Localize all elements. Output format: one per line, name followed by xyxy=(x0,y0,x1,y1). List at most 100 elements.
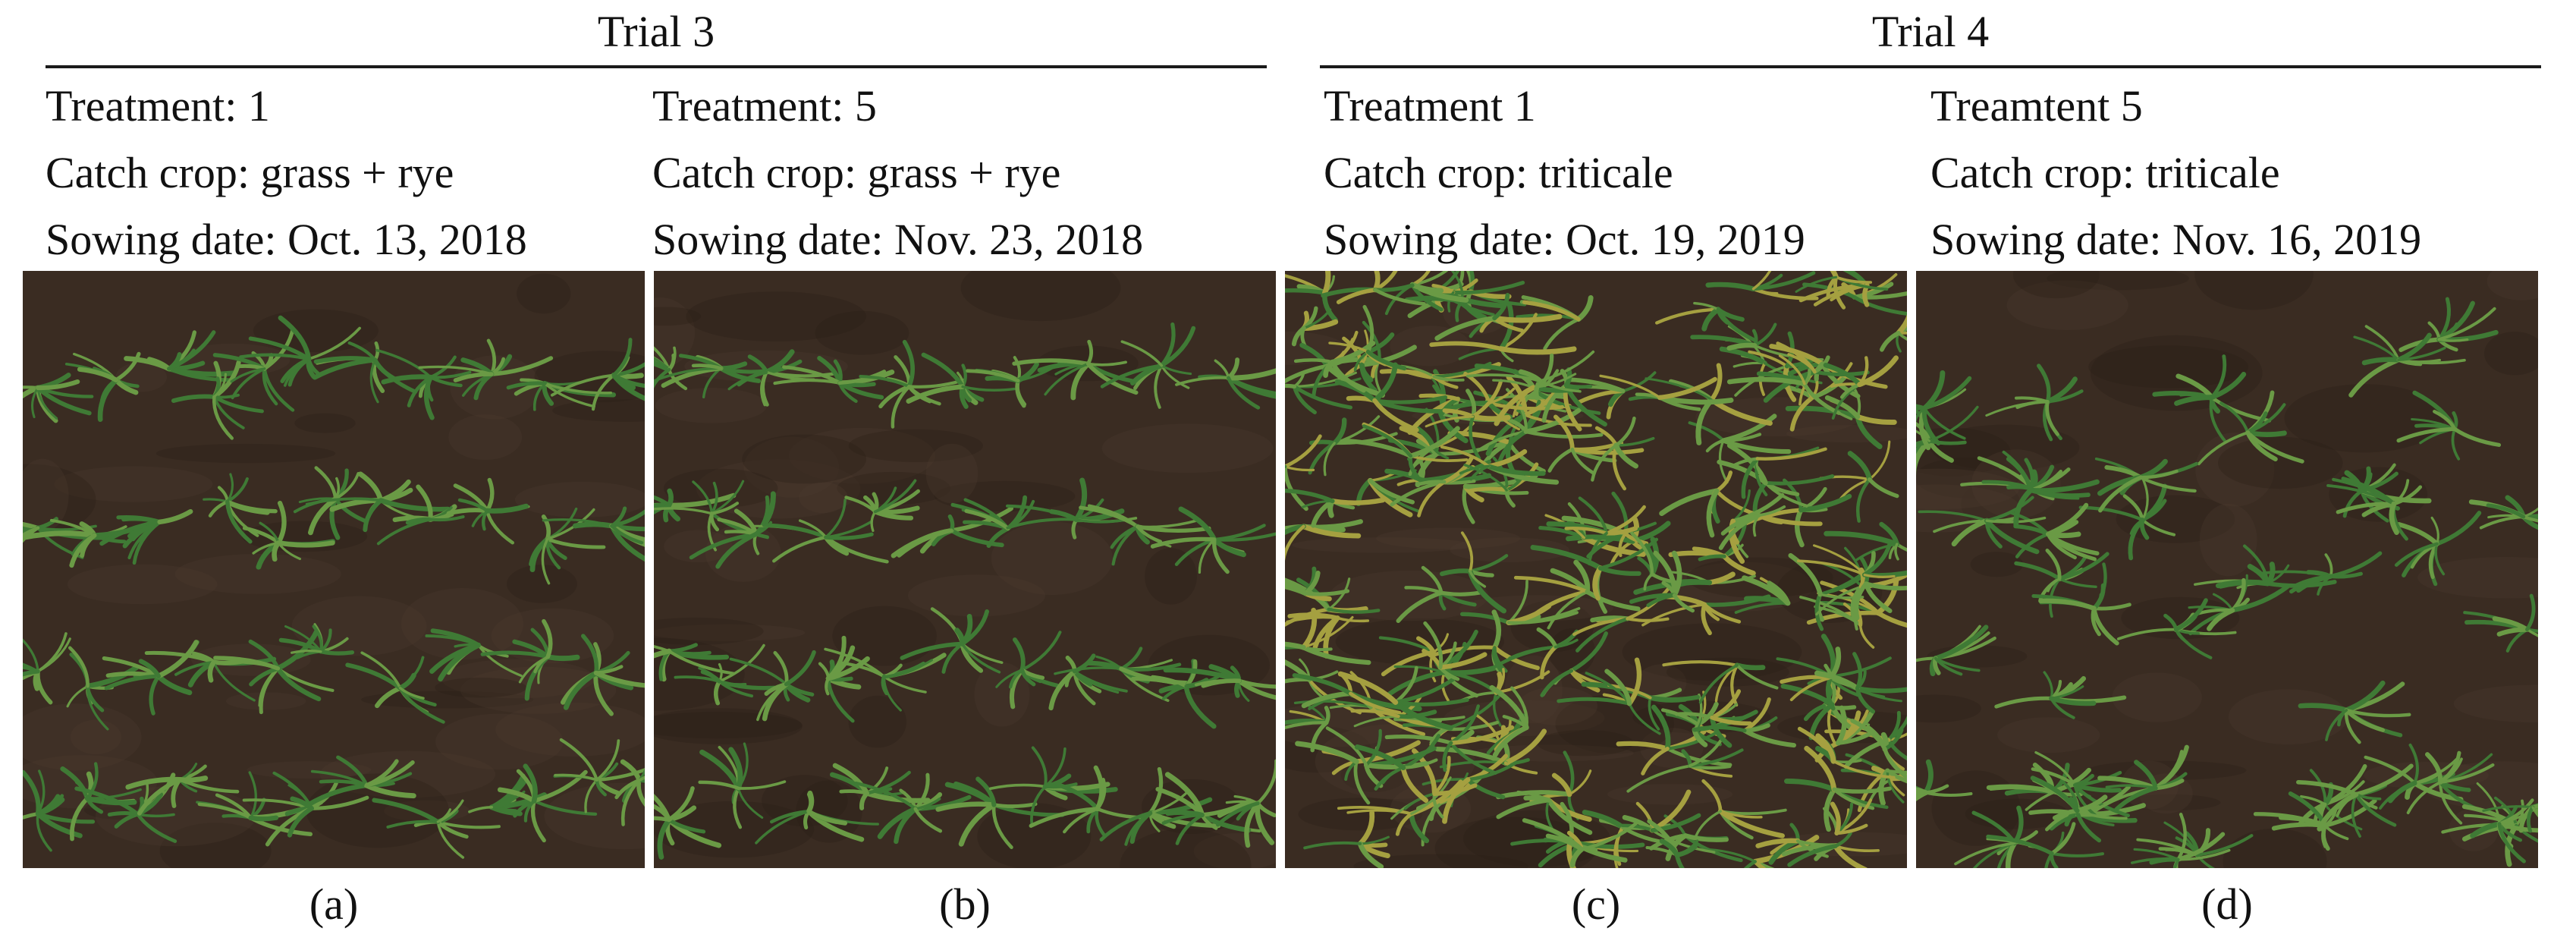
grass-blade xyxy=(2265,580,2337,588)
grass-blade xyxy=(666,488,674,508)
grass-blade xyxy=(1359,362,1378,393)
grass-blade xyxy=(1830,801,1841,836)
grass-blade xyxy=(654,507,713,515)
grass-blade xyxy=(1994,696,2053,709)
soil-patch xyxy=(1193,832,1276,868)
grass-blade xyxy=(541,537,551,585)
grass-blade xyxy=(1393,697,1469,706)
soil-patch xyxy=(2483,332,2538,376)
grass-blade xyxy=(1474,713,1501,744)
grass-blade xyxy=(2397,346,2446,362)
grass-blade xyxy=(772,535,828,563)
grass-tuft xyxy=(1916,370,1972,451)
grass-tuft xyxy=(755,790,879,845)
grass-blade xyxy=(654,503,671,515)
grass-blade xyxy=(66,684,90,708)
grass-blade xyxy=(2153,779,2185,791)
panel-b-caption: (b) xyxy=(939,879,991,929)
grass-blade xyxy=(826,676,855,723)
grass-blade xyxy=(136,812,177,843)
grass-tuft xyxy=(689,491,776,569)
grass-blade xyxy=(2486,503,2526,519)
grass-blade xyxy=(2497,822,2526,864)
grass-blade xyxy=(1693,694,1703,731)
grass-blade xyxy=(1020,631,1062,672)
grass-tuft xyxy=(1342,422,1469,480)
grass-blade xyxy=(1815,733,1836,764)
grass-blade xyxy=(2092,602,2131,611)
grass-tuft xyxy=(1785,383,1897,449)
grass-blade xyxy=(1748,350,1789,368)
grass-blade xyxy=(988,783,1047,791)
grass-blade xyxy=(283,357,311,387)
grass-blade xyxy=(1073,477,1088,523)
grass-blade xyxy=(1812,370,1870,376)
grass-blade xyxy=(364,760,415,788)
grass-blade xyxy=(2497,798,2534,826)
grass-blade xyxy=(1368,478,1415,505)
grass-blade xyxy=(1199,812,1252,833)
grass-blade xyxy=(1778,354,1806,385)
grass-tuft xyxy=(480,618,580,701)
grass-tuft xyxy=(900,607,1004,674)
grass-blade xyxy=(1120,340,1164,367)
grass-blade xyxy=(77,367,119,382)
grass-blade xyxy=(1878,768,1890,806)
grass-blade xyxy=(1463,484,1529,496)
grass-blade xyxy=(1659,838,1680,858)
grass-blade xyxy=(275,540,335,548)
grass-blade xyxy=(1365,349,1407,371)
grass-tuft xyxy=(2002,450,2100,528)
grass-blade xyxy=(2173,857,2180,868)
grass-blade xyxy=(23,530,97,541)
grass-blade xyxy=(1923,407,1966,440)
grass-tuft xyxy=(1557,657,1661,735)
grass-blade xyxy=(23,669,40,677)
grass-blade xyxy=(1823,363,1862,387)
grass-blade xyxy=(1292,384,1352,410)
grass-blade xyxy=(336,755,369,788)
grass-blade xyxy=(484,503,529,514)
grass-blade xyxy=(1301,607,1318,650)
grass-tuft xyxy=(2152,354,2272,443)
grass-blade xyxy=(1875,610,1907,628)
grass-tuft xyxy=(1384,271,1469,316)
grass-blade xyxy=(1432,783,1478,796)
grass-blade xyxy=(1815,585,1863,616)
grass-blade xyxy=(1752,514,1761,537)
grass-blade xyxy=(2325,709,2348,741)
grass-blade xyxy=(1079,505,1140,529)
grass-tuft xyxy=(935,776,1065,849)
grass-blade xyxy=(1579,821,1638,851)
grass-tuft xyxy=(64,351,141,423)
grass-blade xyxy=(1986,834,2054,856)
grass-blade xyxy=(1855,414,1897,425)
grass-blade xyxy=(1641,747,1670,776)
grass-tuft xyxy=(1655,301,1757,342)
grass-blade xyxy=(715,531,759,569)
soil-patch xyxy=(655,388,768,423)
grass-blade xyxy=(2336,502,2396,514)
grass-blade xyxy=(1883,728,1904,751)
grass-blade xyxy=(2014,561,2062,581)
grass-blade xyxy=(1518,369,1543,384)
grass-blade xyxy=(1342,438,1413,458)
grass-tuft xyxy=(1626,736,1744,793)
grass-blade xyxy=(1432,755,1451,796)
grass-blade xyxy=(824,532,874,540)
grass-blade xyxy=(1540,644,1558,680)
soil-patch xyxy=(435,677,527,698)
grass-tuft xyxy=(1295,740,1421,805)
grass-blade xyxy=(542,518,614,527)
grass-blade xyxy=(1858,624,1875,649)
grass-blade xyxy=(156,640,199,679)
trial-4-rule xyxy=(1320,65,2541,68)
grass-blade xyxy=(1373,288,1426,306)
grass-blade xyxy=(906,384,966,404)
grass-tuft xyxy=(1850,719,1907,780)
grass-blade xyxy=(667,786,695,823)
grass-blade xyxy=(2015,400,2050,409)
soil-patch xyxy=(23,464,96,536)
grass-blade xyxy=(1835,823,1868,835)
grass-blade xyxy=(23,526,40,537)
